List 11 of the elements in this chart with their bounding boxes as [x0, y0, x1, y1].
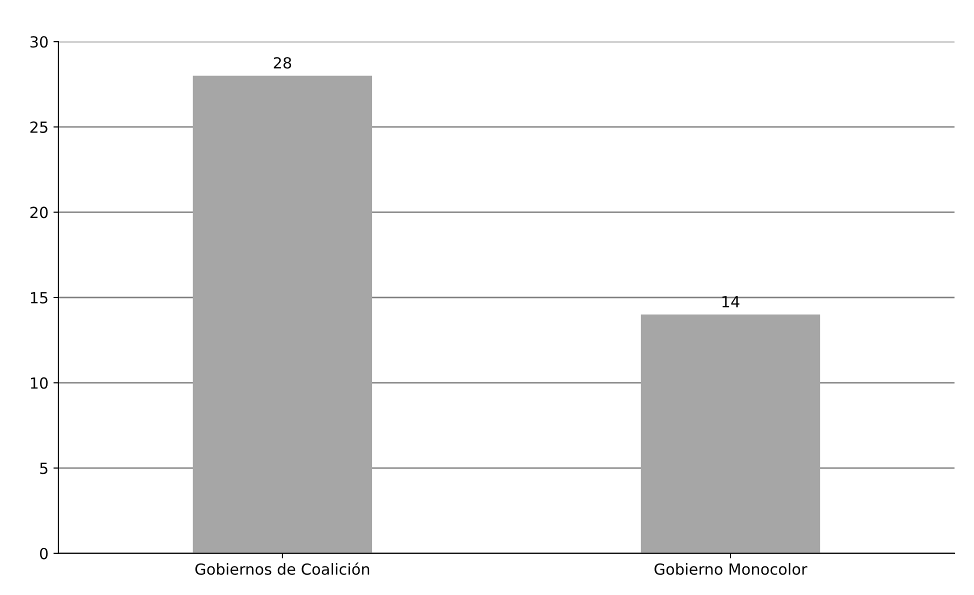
y-tick-label: 30: [30, 36, 48, 48]
y-tick-label: 25: [30, 121, 48, 133]
data-label: 28: [274, 57, 292, 69]
x-tick-label: Gobiernos de Coalición: [195, 562, 370, 575]
y-tick-label: 20: [30, 206, 48, 218]
y-tick-label: 0: [40, 548, 48, 560]
y-tick-label: 5: [40, 462, 48, 474]
y-tick-label: 10: [30, 377, 48, 389]
x-tick-label: Gobierno Monocolor: [654, 563, 808, 575]
y-tick-label: 15: [30, 292, 48, 304]
data-label: 14: [722, 296, 740, 308]
